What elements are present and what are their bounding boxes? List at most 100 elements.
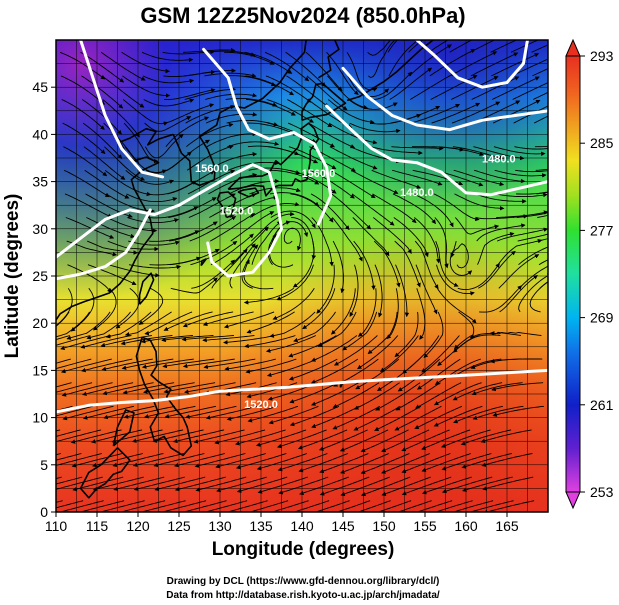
streamline	[188, 193, 236, 218]
streamline	[329, 146, 378, 170]
streamline	[536, 191, 548, 195]
streamline	[56, 405, 73, 412]
streamline	[56, 429, 61, 432]
streamline	[453, 169, 505, 187]
streamline	[476, 223, 526, 242]
streamline	[269, 233, 294, 268]
streamline	[152, 429, 204, 443]
height-contour	[56, 208, 152, 281]
streamline	[267, 122, 317, 143]
x-tick-label: 165	[495, 518, 519, 534]
streamline	[59, 51, 106, 80]
streamline	[397, 358, 441, 392]
streamline	[223, 311, 275, 329]
streamline	[434, 217, 449, 269]
streamline	[91, 429, 143, 444]
streamline	[461, 453, 512, 469]
streamline	[471, 76, 520, 100]
map-title: GSM 12Z25Nov2024 (850.0hPa)	[140, 3, 465, 28]
streamline	[462, 476, 513, 492]
streamline	[271, 221, 309, 242]
streamline	[441, 476, 493, 494]
streamline	[244, 51, 293, 74]
streamline	[131, 429, 184, 443]
contour-label: 1520.0	[220, 206, 254, 218]
x-tick-label: 115	[86, 518, 109, 534]
credit-data-source: Data from http://database.rish.kyoto-u.a…	[166, 590, 440, 601]
streamline	[183, 47, 236, 53]
x-tick-label: 150	[372, 518, 396, 534]
streamline	[229, 195, 278, 218]
streamline	[56, 335, 91, 346]
streamline	[532, 91, 548, 100]
streamline	[451, 101, 501, 124]
streamline	[414, 240, 439, 290]
streamline	[421, 429, 471, 450]
streamline	[401, 476, 452, 496]
streamline	[413, 193, 454, 228]
streamline	[228, 178, 280, 195]
streamline	[63, 146, 108, 177]
streamline	[122, 382, 175, 395]
streamline	[167, 170, 215, 195]
streamline	[310, 169, 355, 199]
streamline	[147, 206, 199, 219]
streamline	[235, 453, 287, 470]
streamline	[357, 335, 399, 370]
coastline	[200, 258, 207, 267]
streamline	[128, 240, 180, 246]
streamline	[480, 429, 532, 443]
streamline	[285, 51, 326, 87]
streamline	[353, 240, 376, 291]
streamline	[299, 476, 349, 496]
streamline	[216, 500, 268, 512]
streamline	[268, 405, 319, 425]
streamline	[402, 335, 440, 374]
streamline	[64, 193, 113, 218]
streamline	[441, 453, 492, 471]
streamline	[360, 476, 411, 497]
y-tick-label: 15	[32, 362, 48, 378]
streamline	[250, 201, 300, 218]
colorbar-min-extension	[565, 491, 581, 510]
streamline	[390, 105, 441, 124]
streamline	[205, 112, 258, 124]
streamline	[56, 429, 102, 443]
coastline	[301, 82, 347, 121]
contour-label: 1560.0	[302, 168, 336, 180]
streamline	[87, 264, 137, 286]
streamline	[368, 40, 399, 79]
streamline	[81, 99, 122, 135]
streamline	[115, 287, 140, 329]
streamline	[452, 146, 504, 160]
streamline	[393, 217, 429, 258]
streamline	[392, 169, 443, 186]
y-tick-label: 25	[32, 268, 48, 284]
streamline	[184, 87, 237, 100]
colorbar-scale	[565, 55, 581, 493]
coastline	[219, 40, 307, 114]
streamline	[226, 405, 278, 421]
streamline	[241, 244, 259, 289]
streamline	[537, 214, 548, 218]
streamline	[340, 453, 390, 474]
streamline	[216, 476, 267, 493]
height-contour	[325, 104, 548, 197]
streamline	[421, 476, 472, 495]
streamline	[124, 311, 172, 337]
x-tick-label: 155	[413, 518, 437, 534]
streamline	[126, 193, 178, 203]
streamline	[283, 227, 302, 251]
streamline	[367, 40, 392, 56]
streamline	[246, 99, 296, 116]
streamline	[332, 405, 381, 430]
streamline	[143, 98, 195, 107]
streamline	[460, 429, 512, 446]
streamline	[392, 193, 436, 225]
y-tick-label: 45	[32, 79, 48, 95]
coastline	[237, 187, 260, 198]
coastline	[138, 272, 155, 305]
streamline	[391, 146, 444, 151]
streamline	[431, 102, 481, 124]
